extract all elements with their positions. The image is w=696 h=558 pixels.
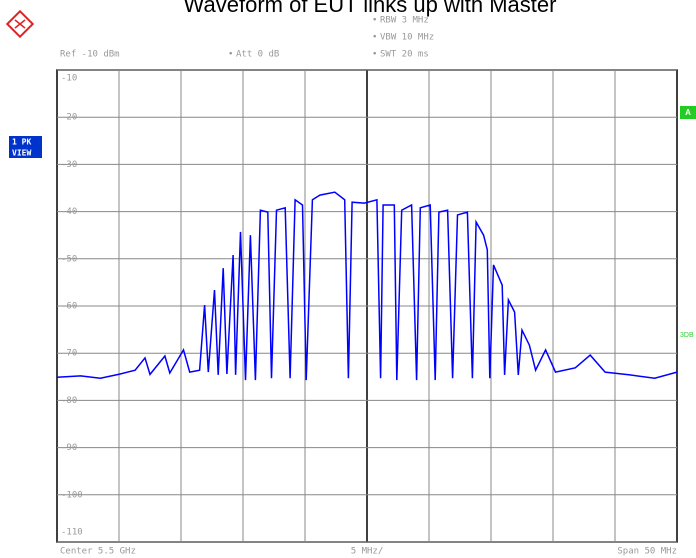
y-tick-label: -50 — [61, 254, 77, 264]
marker-3db: 3DB — [680, 332, 694, 339]
y-tick-label: -100 — [61, 490, 83, 500]
y-tick-label: -70 — [61, 349, 77, 359]
y-tick-label: -80 — [61, 396, 77, 406]
ref-level: Ref -10 dBm — [60, 50, 120, 60]
logo-mark — [14, 19, 26, 29]
y-tick-label: -30 — [61, 160, 77, 170]
trace-badge — [9, 136, 42, 158]
star: • — [372, 33, 377, 43]
y-tick-label: -20 — [61, 113, 77, 123]
y-tick-label: -60 — [61, 302, 77, 312]
trace — [56, 191, 678, 381]
swt: SWT 20 ms — [380, 50, 429, 60]
division: 5 MHz/ — [351, 547, 384, 557]
marker-a: A — [685, 108, 691, 117]
marker-a-badge — [680, 106, 696, 119]
rbw: RBW 3 MHz — [380, 16, 429, 26]
star: • — [372, 16, 377, 26]
attenuation: Att 0 dB — [236, 50, 279, 60]
y-tick-label: -40 — [61, 207, 77, 217]
y-tick-label: -110 — [61, 528, 83, 538]
center-freq: Center 5.5 GHz — [60, 547, 136, 557]
star: • — [228, 50, 233, 60]
y-tick-label: -90 — [61, 443, 77, 453]
trace-mode: VIEW — [12, 149, 31, 158]
trace-label: 1 PK — [12, 138, 31, 147]
vbw: VBW 10 MHz — [380, 33, 434, 43]
title: Waveform of EUT links up with Master — [184, 0, 557, 17]
y-tick-label: -10 — [61, 74, 77, 84]
logo — [5, 9, 35, 39]
star: • — [372, 50, 377, 60]
span: Span 50 MHz — [617, 547, 677, 557]
